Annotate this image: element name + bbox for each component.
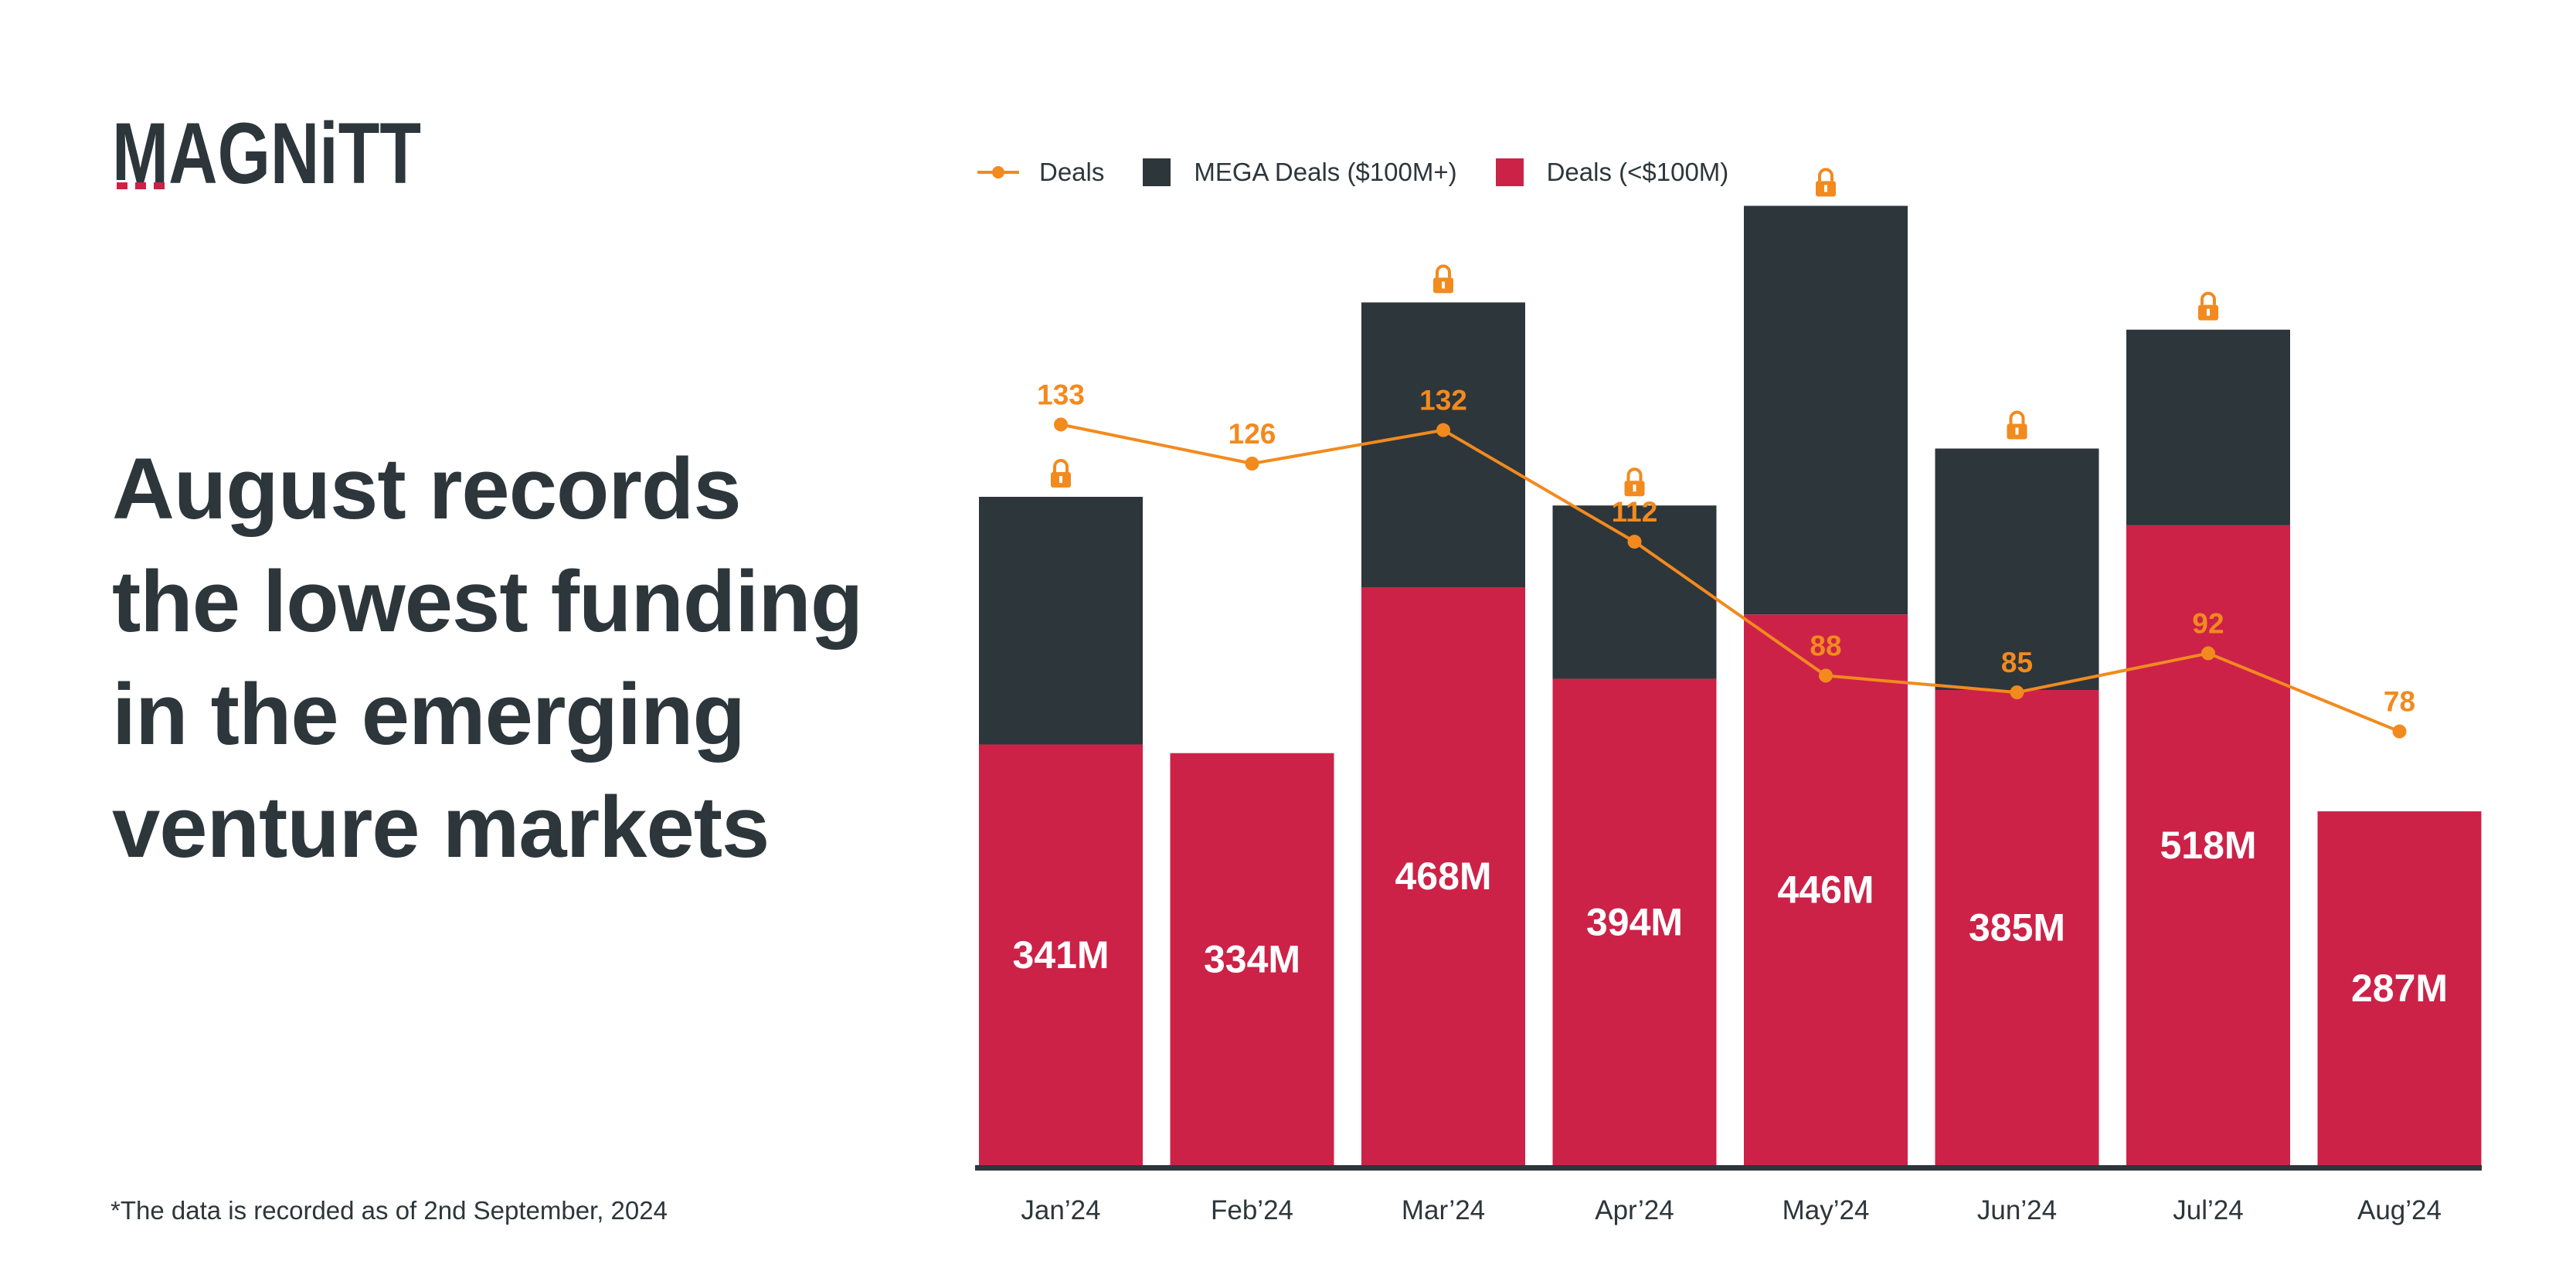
bar-mega-5 <box>1935 448 2099 691</box>
lock-icon <box>2198 291 2218 321</box>
headline-line-2: the lowest funding <box>112 553 863 650</box>
deals-point-0 <box>1054 417 1068 432</box>
mega-swatch-icon <box>1143 158 1171 186</box>
bar-small-5 <box>1935 690 2099 1167</box>
x-tick-label-0: Jan’24 <box>1021 1195 1100 1225</box>
bar-small-0 <box>979 744 1143 1167</box>
bar-mega-4 <box>1744 206 1908 615</box>
bar-mega-0 <box>979 497 1143 745</box>
bar-small-7 <box>2317 811 2482 1167</box>
magnitt-logo: MAGNiTT <box>112 105 421 202</box>
small-swatch-icon <box>1495 158 1524 186</box>
line-swatch-icon <box>977 161 1019 184</box>
data-footnote: *The data is recorded as of 2nd Septembe… <box>110 1196 668 1225</box>
deals-point-4 <box>1819 668 1833 683</box>
x-tick-label-7: Aug’24 <box>2357 1195 2442 1225</box>
headline-line-3: in the emerging <box>112 666 746 763</box>
bar-value-label-1: 334M <box>1204 937 1300 980</box>
headline: August records the lowest funding in the… <box>112 433 962 884</box>
x-tick-label-4: May’24 <box>1782 1195 1870 1225</box>
bar-value-label-2: 468M <box>1395 855 1491 898</box>
deals-value-label-4: 88 <box>1810 630 1841 661</box>
x-tick-label-5: Jun’24 <box>1977 1195 2057 1225</box>
deals-point-3 <box>1627 535 1642 549</box>
bar-value-label-4: 446M <box>1777 868 1874 912</box>
bar-small-1 <box>1170 753 1334 1167</box>
bar-value-label-5: 385M <box>1969 906 2065 950</box>
headline-line-4: venture markets <box>112 779 770 875</box>
x-tick-label-1: Feb’24 <box>1211 1195 1293 1225</box>
deals-point-5 <box>2010 685 2024 700</box>
bar-small-3 <box>1552 678 1717 1167</box>
legend-small-label: Deals (<$100M) <box>1546 158 1729 186</box>
lock-icon <box>1433 264 1453 294</box>
deals-value-label-2: 132 <box>1419 385 1467 416</box>
legend-deals-label: Deals <box>1039 158 1105 186</box>
lock-icon <box>1624 467 1645 497</box>
legend-mega-label: MEGA Deals ($100M+) <box>1194 158 1457 186</box>
x-tick-label-3: Apr’24 <box>1595 1195 1674 1225</box>
bar-value-label-0: 341M <box>1012 933 1109 977</box>
deals-value-label-5: 85 <box>2001 647 2033 678</box>
deals-point-6 <box>2201 646 2215 661</box>
deals-point-7 <box>2392 724 2407 739</box>
bar-value-label-7: 287M <box>2351 967 2448 1010</box>
x-tick-label-2: Mar’24 <box>1402 1195 1485 1225</box>
legend-deals-line: Deals <box>977 158 1104 187</box>
deals-value-label-1: 126 <box>1229 418 1276 450</box>
bar-small-4 <box>1744 614 1908 1167</box>
deals-value-label-0: 133 <box>1037 379 1085 410</box>
bar-mega-2 <box>1361 302 1525 587</box>
x-tick-label-6: Jul’24 <box>2173 1195 2243 1225</box>
deals-value-label-6: 92 <box>2192 608 2224 640</box>
deals-point-2 <box>1436 423 1450 437</box>
bar-mega-6 <box>2126 329 2290 525</box>
deals-value-label-7: 78 <box>2384 686 2415 718</box>
deals-point-1 <box>1245 457 1259 471</box>
bar-mega-3 <box>1552 505 1717 679</box>
lock-icon <box>2007 410 2027 440</box>
headline-line-1: August records <box>112 440 742 537</box>
bar-small-6 <box>2126 525 2290 1167</box>
lock-icon <box>1051 459 1071 488</box>
chart-legend: Deals MEGA Deals ($100M+) Deals (<$100M) <box>977 153 1767 192</box>
bar-value-label-3: 394M <box>1586 900 1683 943</box>
legend-mega-deals: MEGA Deals ($100M+) <box>1143 158 1457 187</box>
bar-small-2 <box>1361 587 1525 1167</box>
bar-value-label-6: 518M <box>2160 824 2256 867</box>
lock-icon <box>1816 168 1836 197</box>
legend-small-deals: Deals (<$100M) <box>1495 158 1729 187</box>
deals-value-label-3: 112 <box>1612 496 1658 528</box>
deals-line <box>1060 423 2401 733</box>
x-axis-line <box>975 1165 2482 1171</box>
